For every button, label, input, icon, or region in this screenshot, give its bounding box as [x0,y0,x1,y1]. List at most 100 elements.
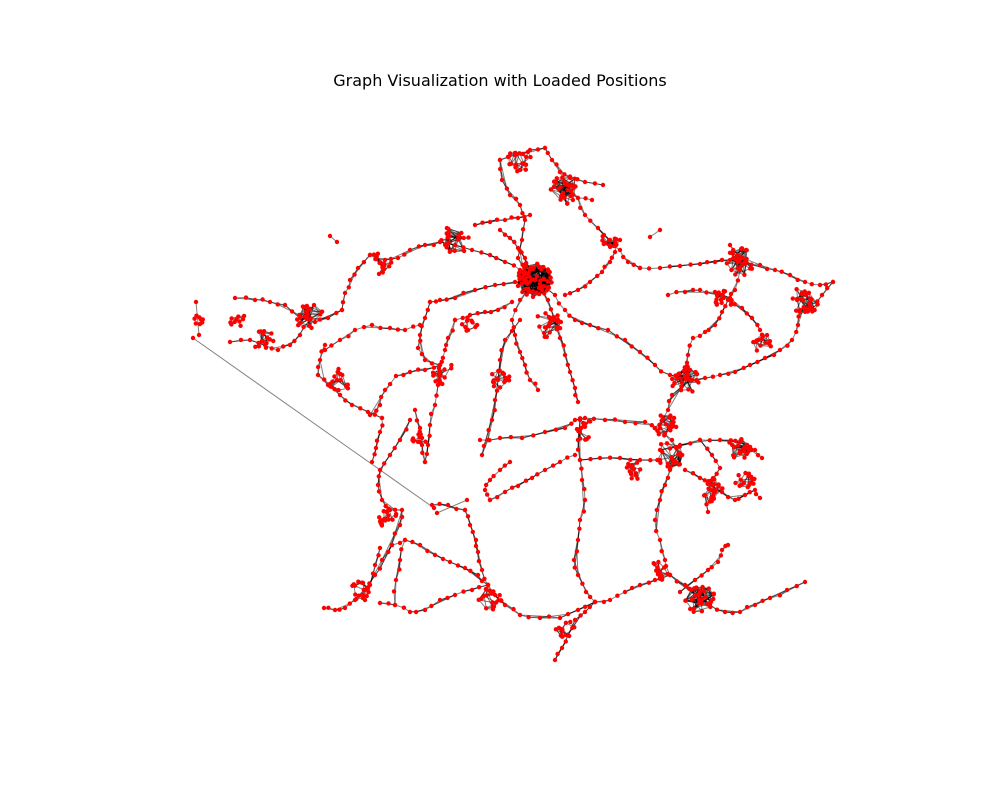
graph-node [334,310,339,316]
graph-node [360,592,366,597]
graph-node [461,248,467,254]
graph-node [391,589,397,594]
graph-node [739,482,744,487]
graph-node [568,189,574,194]
graph-edge [436,499,468,514]
graph-node [483,285,488,290]
graph-node [523,478,529,483]
graph-edge [728,494,746,498]
graph-node [522,162,527,167]
graph-node [567,369,573,375]
graph-node [384,509,389,515]
graph-node [329,343,334,348]
graph-node [376,271,382,277]
graph-node [785,343,790,348]
graph-node [541,330,547,336]
graph-node [504,186,510,191]
graph-node [472,287,478,293]
graph-node [757,495,763,501]
graph-node [652,426,657,431]
graph-node [677,450,682,456]
graph-node [535,472,540,477]
graph-node [490,372,495,377]
graph-node [716,483,721,489]
graph-node [387,452,393,458]
graph-node [367,252,373,258]
graph-node [382,387,388,393]
graph-node [431,242,436,248]
graph-node [731,247,736,253]
graph-edge [487,409,496,441]
graph-node [747,490,752,495]
graph-node [439,359,444,364]
graph-node [575,447,581,452]
graph-node [416,244,422,249]
graph-node [526,615,531,620]
graph-node [433,299,439,304]
graph-node [502,463,507,468]
graph-node [437,378,442,383]
graph-node [562,172,567,177]
graph-node [317,357,323,363]
chart-title: Graph Visualization with Loaded Position… [333,71,667,90]
graph-node [422,242,428,248]
graph-node [382,461,387,466]
graph-node [713,458,718,464]
graph-node [736,258,742,264]
graph-node [742,455,747,460]
graph-node [815,302,820,307]
graph-node [678,388,684,393]
graph-node [825,286,830,291]
graph-node [340,300,346,305]
graph-node [512,279,518,285]
graph-node [461,235,466,241]
graph-node [422,607,428,613]
graph-node [498,598,504,603]
graph-node [645,355,650,360]
graph-node [658,369,664,374]
graph-node [444,245,449,250]
graph-node [275,302,280,307]
graph-node [256,329,262,334]
graph-node [649,423,654,428]
graph-node [502,305,507,310]
graph-node [525,149,531,154]
graph-node [545,279,550,284]
graph-node [659,418,664,423]
graph-node [744,311,749,316]
graph-node [546,614,552,619]
graph-node [447,559,453,565]
graph-node [794,308,799,313]
graph-node [542,334,547,339]
graph-node [725,494,731,500]
graph-node [537,324,542,329]
graph-node [768,344,773,349]
graph-node [369,322,375,328]
graph-node [694,371,700,377]
graph-node [523,286,529,292]
graph-node [336,387,341,393]
graph-node [658,442,664,447]
graph-node [659,573,664,578]
graph-node [565,455,570,460]
graph-node [461,589,466,594]
graph-node [336,370,341,375]
graph-node [479,250,484,255]
graph-node [646,580,652,585]
graph-node [459,322,465,327]
graph-node [513,196,519,201]
graph-node [447,249,452,254]
graph-node [637,265,643,271]
graph-node [196,332,202,338]
graph-node [667,424,673,429]
graph-node [553,427,559,432]
graph-node [702,478,707,483]
graph-node [417,425,423,431]
graph-node [607,243,613,248]
graph-node [582,179,588,185]
graph-node [545,150,550,156]
graph-node [542,291,547,296]
graph-node [497,435,503,441]
graph-node [381,266,386,271]
